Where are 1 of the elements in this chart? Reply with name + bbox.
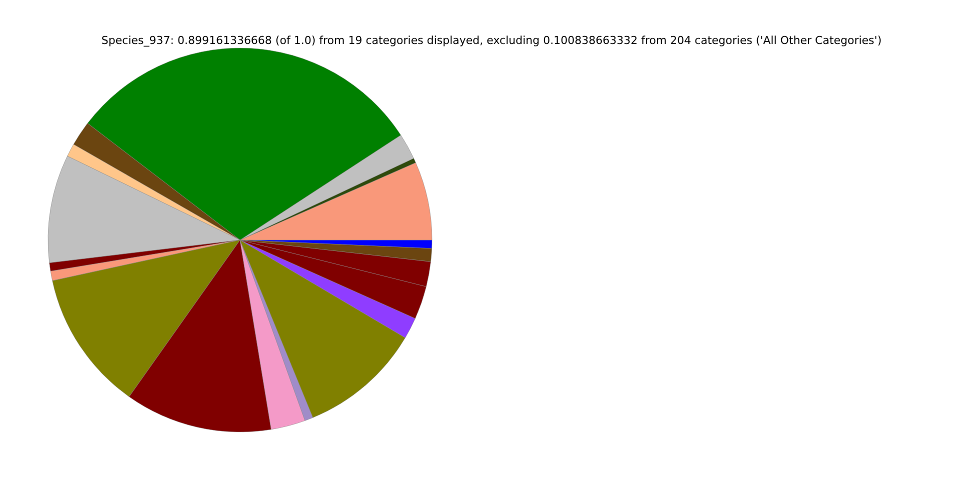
text: Species_937: 0.899161336668 (of 1.0) from 19 categories displayed, excluding 0.100838663332 from 204 categories ('All Other Categories') (101, 34, 882, 47)
